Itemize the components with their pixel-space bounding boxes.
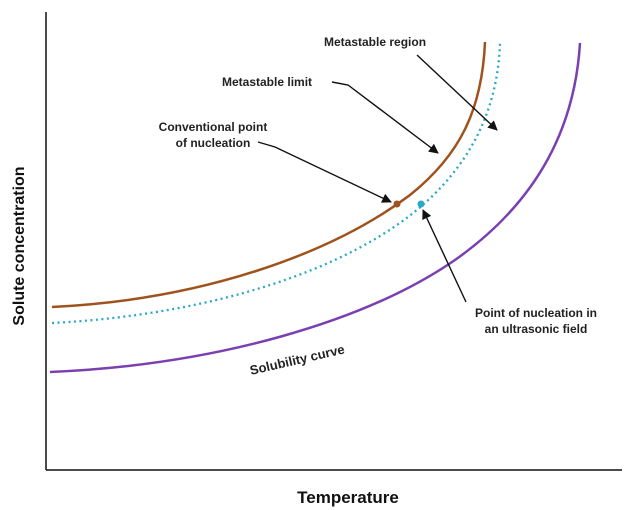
ultrasonic-point-label-line2: an ultrasonic field: [485, 322, 588, 336]
metastable-limit-curve: [51, 41, 487, 309]
metastable-region-label: Metastable region: [324, 35, 426, 49]
ultrasonic-point-label-line1: Point of nucleation in: [475, 306, 597, 320]
solubility-curve: [49, 42, 582, 374]
arrow-ultrasonic-point: [422, 209, 467, 303]
conventional-point-label-line1: Conventional point: [159, 120, 268, 134]
arrow-metastable-region: [416, 54, 498, 131]
ultrasonic-nucleation-point: [417, 200, 425, 208]
ultrasonic-limit-curve: [51, 42, 502, 325]
y-axis-label: Solute concentration: [11, 166, 28, 325]
arrow-conventional-point: [257, 141, 392, 203]
conventional-nucleation-point: [393, 200, 401, 208]
x-axis-label: Temperature: [297, 488, 399, 507]
conventional-point-label-line2: of nucleation: [176, 136, 251, 150]
metastable-limit-label: Metastable limit: [222, 75, 312, 89]
arrow-metastable-limit: [331, 81, 439, 154]
solubility-curve-label: Solubility curve: [248, 342, 346, 378]
